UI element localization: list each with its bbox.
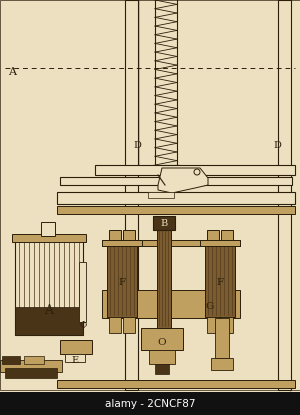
Text: O: O [158, 337, 166, 347]
Bar [205, 242, 235, 317]
Bar [215, 318, 229, 358]
Bar [57, 192, 295, 204]
Bar [157, 228, 171, 328]
Bar [141, 328, 183, 350]
Text: Φ: Φ [79, 321, 86, 330]
Bar [102, 290, 240, 318]
Bar [102, 240, 142, 246]
Text: G: G [206, 302, 214, 310]
Bar [123, 317, 135, 333]
Bar [60, 340, 92, 354]
Bar [57, 380, 295, 388]
Circle shape [194, 169, 200, 175]
Bar [155, 364, 169, 374]
Bar [200, 240, 240, 246]
Bar [123, 230, 135, 244]
Bar [15, 240, 83, 335]
Bar [57, 206, 295, 214]
Bar [107, 242, 137, 317]
Bar [95, 165, 295, 175]
Bar [15, 307, 83, 335]
Bar [211, 358, 233, 370]
Text: alamy - 2CNCF87: alamy - 2CNCF87 [105, 399, 195, 409]
Text: F: F [118, 278, 126, 286]
Bar [221, 230, 233, 244]
Text: A: A [8, 67, 16, 77]
Text: A: A [44, 303, 53, 317]
Bar [148, 192, 174, 198]
Bar [60, 177, 292, 185]
Bar [24, 356, 44, 364]
Bar [278, 0, 291, 390]
Bar [109, 317, 121, 333]
Bar [2, 356, 20, 364]
Bar [102, 240, 240, 246]
Polygon shape [158, 168, 208, 193]
Bar [207, 317, 219, 333]
Bar [207, 230, 219, 244]
Bar [79, 262, 86, 322]
Bar [0, 392, 300, 415]
Bar [5, 368, 57, 378]
Bar [12, 234, 86, 242]
Text: E: E [71, 356, 79, 364]
Text: F: F [216, 278, 224, 286]
Text: B: B [160, 219, 168, 227]
Bar [221, 317, 233, 333]
Bar [125, 0, 138, 390]
Bar [149, 350, 175, 364]
Bar [41, 222, 55, 236]
Bar [152, 165, 180, 173]
Text: D: D [273, 141, 281, 150]
Bar [0, 360, 62, 372]
Bar [65, 354, 85, 362]
Bar [153, 216, 175, 230]
Text: D: D [133, 141, 141, 150]
Bar [109, 230, 121, 244]
